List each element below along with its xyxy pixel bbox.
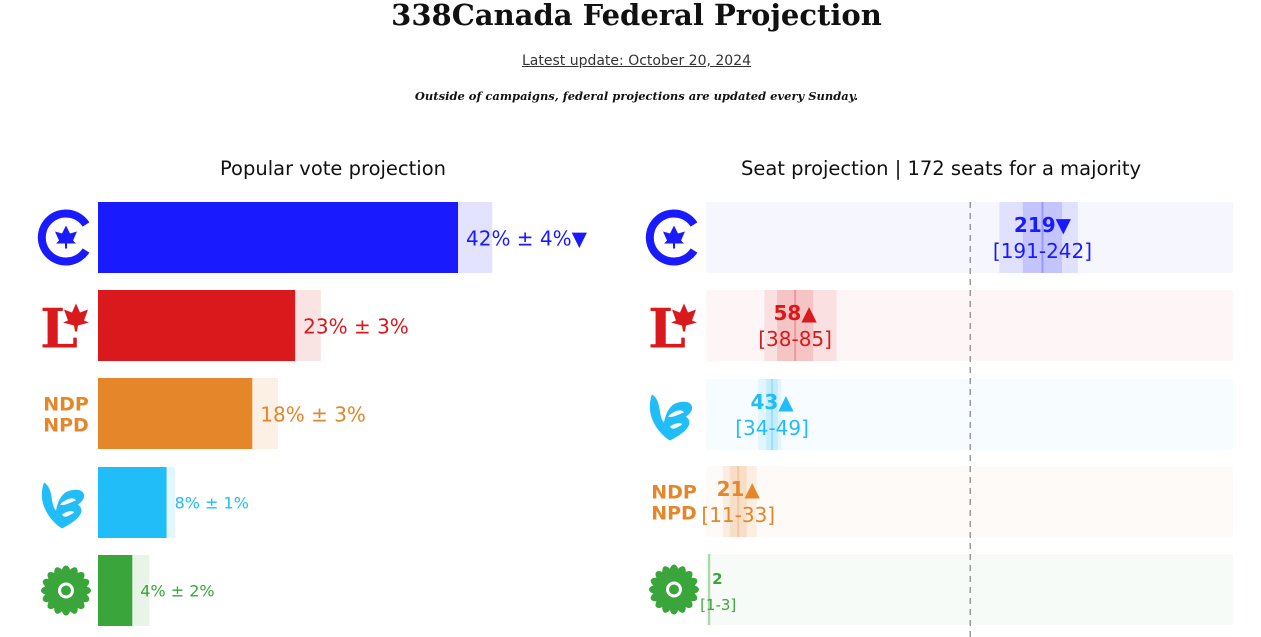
seat-row-bg-cpc <box>706 202 1233 273</box>
seat-value-bq: 43▲ <box>750 390 794 414</box>
svg-text:L: L <box>648 297 686 361</box>
seat-median-ndp <box>737 466 740 537</box>
vote-bar-ndp <box>98 378 253 449</box>
seat-value-cpc: 219▼ <box>1014 213 1072 237</box>
seat-range-bq: [34-49] <box>735 416 809 440</box>
seat-range-core-lpc <box>777 290 814 361</box>
seat-median-lpc <box>794 290 797 361</box>
vote-bar-lpc <box>98 290 296 361</box>
seat-range-core-bq <box>766 379 778 450</box>
seat-range-core-cpc <box>1022 202 1063 273</box>
seat-range-cpc: [191-242] <box>993 239 1092 263</box>
vote-bar-cpc <box>98 202 458 273</box>
vote-chart-title: Popular vote projection <box>219 157 446 180</box>
seat-chart-title: Seat projection | 172 seats for a majori… <box>740 157 1142 180</box>
seat-median-bq <box>771 379 774 450</box>
seat-range-core-ndp <box>729 466 747 537</box>
page-title: 338Canada Federal Projection <box>391 0 882 32</box>
seat-range-band-bq <box>758 379 782 450</box>
update-schedule-note: Outside of campaigns, federal projection… <box>414 89 859 103</box>
seat-range-band-ndp <box>722 466 757 537</box>
svg-text:NDP: NDP <box>651 482 697 504</box>
green-logo-icon <box>41 565 91 616</box>
latest-update-link[interactable]: Latest update: October 20, 2024 <box>521 53 752 69</box>
liberal-logo-icon: L <box>648 297 697 361</box>
seat-range-core-gpc <box>708 554 710 625</box>
seat-row-bg-ndp <box>706 466 1233 537</box>
seat-range-lpc: [38-85] <box>758 327 832 351</box>
svg-text:NDP: NDP <box>43 394 89 416</box>
vote-label-bq: 8% ± 1% <box>175 494 249 513</box>
seat-median-gpc <box>708 554 711 625</box>
seat-median-cpc <box>1041 202 1044 273</box>
bloc-logo-icon <box>41 482 85 529</box>
seat-range-ndp: [11-33] <box>701 503 775 527</box>
seat-range-band-cpc <box>999 202 1078 273</box>
seat-range-band-lpc <box>764 290 837 361</box>
seat-row-bg-gpc <box>706 554 1233 625</box>
seat-value-gpc: 2 <box>712 570 722 588</box>
bloc-logo-icon <box>649 394 693 441</box>
seat-value-lpc: 58▲ <box>774 301 818 325</box>
conservative-logo-icon <box>645 209 698 266</box>
green-logo-icon <box>649 564 699 615</box>
conservative-logo-icon <box>37 209 90 266</box>
svg-text:NPD: NPD <box>43 415 89 437</box>
svg-text:L: L <box>40 297 78 361</box>
seat-range-gpc: [1-3] <box>700 596 736 614</box>
svg-text:NPD: NPD <box>651 503 697 525</box>
vote-label-gpc: 4% ± 2% <box>140 582 214 601</box>
seat-row-bg-bq <box>706 379 1233 450</box>
vote-bar-gpc <box>98 555 133 626</box>
vote-label-ndp: 18% ± 3% <box>260 403 366 427</box>
liberal-logo-icon: L <box>40 297 89 361</box>
vote-bar-bq <box>98 467 167 538</box>
seat-range-band-gpc <box>707 554 711 625</box>
seat-value-ndp: 21▲ <box>717 477 761 501</box>
vote-label-cpc: 42% ± 4%▼ <box>466 227 588 251</box>
seat-row-bg-lpc <box>706 290 1233 361</box>
vote-label-lpc: 23% ± 3% <box>303 315 409 339</box>
